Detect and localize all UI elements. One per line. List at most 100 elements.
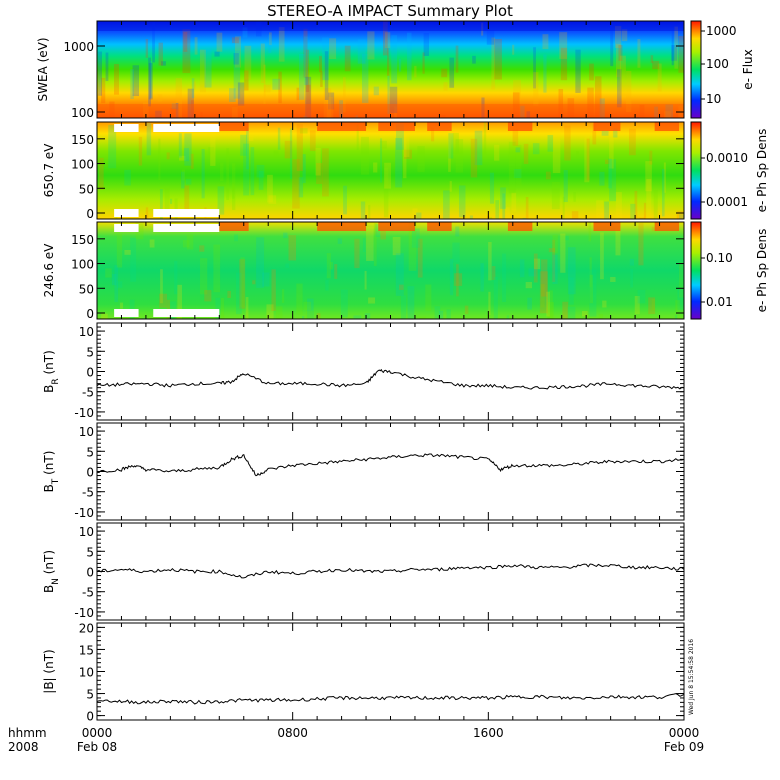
heatmap-streak <box>130 69 134 100</box>
heatmap-streak <box>522 217 527 219</box>
heatmap-streak <box>565 235 569 241</box>
xtick-date-label: Feb 09 <box>664 740 704 754</box>
heatmap-streak <box>639 104 645 118</box>
heatmap-streak <box>515 144 522 187</box>
heatmap-streak <box>589 274 593 304</box>
heatmap-streak <box>337 238 343 244</box>
series-line <box>96 453 685 477</box>
heatmap-streak <box>322 148 329 197</box>
heatmap-streak <box>298 53 305 100</box>
heatmap-streak <box>148 62 153 100</box>
heatmap-streak <box>609 124 614 169</box>
heatmap-streak <box>560 233 566 273</box>
data-gap <box>114 224 139 232</box>
heatmap-streak <box>396 123 404 150</box>
heatmap-streak <box>215 297 221 319</box>
colorbar-tick-label: 0.01 <box>706 295 733 309</box>
heatmap-streak <box>417 146 425 173</box>
heatmap-streak <box>502 253 507 302</box>
heatmap-streak <box>615 227 621 256</box>
heatmap-streak <box>373 162 378 173</box>
heatmap-streak <box>237 82 245 106</box>
heatmap-streak <box>231 163 236 210</box>
data-gap <box>114 309 139 317</box>
ytick-label: 20 <box>79 621 94 635</box>
heatmap-streak <box>455 139 464 173</box>
data-gap <box>197 309 220 317</box>
heatmap-streak <box>384 32 391 49</box>
heatmap-streak <box>219 162 224 181</box>
heatmap-streak <box>392 236 401 256</box>
ytick-label: -5 <box>82 386 94 400</box>
heatmap-streak <box>439 114 446 118</box>
heatmap-streak <box>558 88 564 118</box>
heatmap-streak <box>456 264 459 297</box>
hot-patch <box>427 122 452 131</box>
heatmap-streak <box>502 193 506 219</box>
heatmap-streak <box>375 223 381 237</box>
ytick-label: 0 <box>86 710 94 724</box>
heatmap-streak <box>654 106 659 118</box>
heatmap-streak <box>204 290 212 302</box>
heatmap-streak <box>174 260 178 295</box>
heatmap-streak <box>149 239 155 248</box>
heatmap-streak <box>383 167 389 218</box>
heatmap-highE-band <box>97 21 684 31</box>
heatmap-streak <box>513 168 522 179</box>
heatmap-streak <box>262 272 270 287</box>
data-gap <box>114 124 139 132</box>
series-line <box>96 693 685 705</box>
heatmap-streak <box>303 301 312 310</box>
heatmap-streak <box>394 106 397 118</box>
heatmap-streak <box>119 217 122 219</box>
heatmap-streak <box>108 124 117 169</box>
heatmap-streak <box>494 38 502 80</box>
heatmap-streak <box>661 169 665 217</box>
heatmap-streak <box>141 317 148 319</box>
heatmap-streak <box>379 140 387 149</box>
heatmap-streak <box>407 286 415 319</box>
heatmap-streak <box>233 50 241 99</box>
ytick-label: 50 <box>79 282 94 296</box>
heatmap-streak <box>674 314 678 319</box>
heatmap-streak <box>552 254 558 284</box>
heatmap-streak <box>540 284 545 308</box>
x-axis-corner-label: hhmm <box>8 726 47 740</box>
heatmap-streak <box>552 130 561 174</box>
heatmap-streak <box>155 110 162 118</box>
heatmap-streak <box>362 237 366 252</box>
heatmap-streak <box>630 203 636 219</box>
heatmap-fill <box>97 222 684 319</box>
heatmap-streak <box>340 289 348 318</box>
heatmap-streak <box>355 115 358 118</box>
heatmap-streak <box>416 212 422 219</box>
heatmap-streak <box>296 87 300 101</box>
heatmap-streak <box>158 42 163 66</box>
heatmap-streak <box>268 195 277 204</box>
heatmap-streak <box>671 45 678 61</box>
heatmap-streak <box>272 78 281 90</box>
heatmap-streak <box>329 38 337 59</box>
panel-0: 1000 100 SWEA (eV) 1000 100 10 e- Flux <box>36 20 755 120</box>
heatmap-streak <box>552 239 556 282</box>
heatmap-streak <box>677 288 684 310</box>
heatmap-streak <box>234 36 242 68</box>
heatmap-streak <box>469 215 473 219</box>
heatmap-streak <box>278 71 282 104</box>
heatmap-streak <box>316 313 321 319</box>
heatmap-streak <box>242 27 248 38</box>
heatmap-streak <box>676 210 684 219</box>
heatmap-streak <box>364 270 367 290</box>
heatmap-streak <box>599 171 605 186</box>
heatmap-streak <box>599 98 605 118</box>
heatmap-streak <box>671 30 674 66</box>
heatmap-streak <box>615 43 621 78</box>
heatmap-streak <box>170 107 178 118</box>
heatmap-streak <box>539 271 548 314</box>
heatmap-streak <box>210 130 216 166</box>
heatmap-streak <box>491 266 496 280</box>
heatmap-streak <box>525 282 532 289</box>
heatmap-streak <box>182 240 190 248</box>
xtick-label: 0000 <box>669 726 700 740</box>
heatmap-streak <box>325 279 329 291</box>
